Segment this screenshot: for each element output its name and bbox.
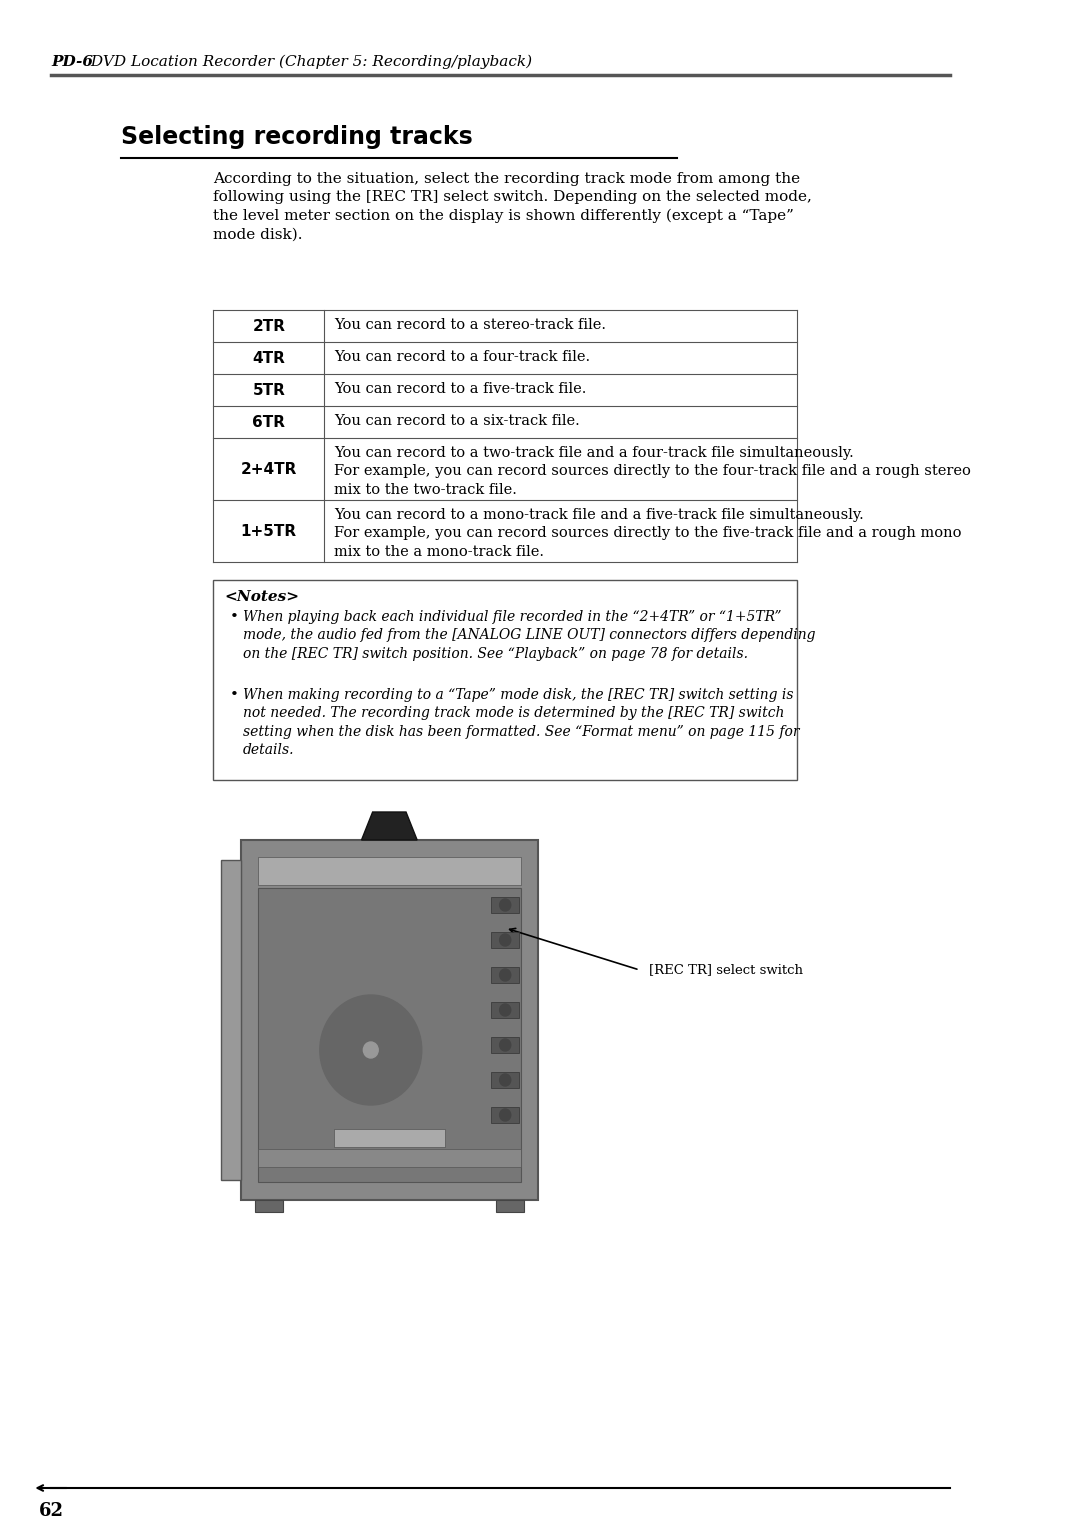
Bar bbox=[258, 857, 521, 885]
Text: You can record to a stereo-track file.: You can record to a stereo-track file. bbox=[334, 318, 606, 332]
Bar bbox=[220, 860, 241, 1180]
Bar bbox=[491, 1073, 519, 1088]
Text: You can record to a mono-track file and a five-track file simultaneously.
For ex: You can record to a mono-track file and … bbox=[334, 507, 961, 559]
Text: [REC TR] select switch: [REC TR] select switch bbox=[649, 964, 802, 976]
Polygon shape bbox=[362, 811, 417, 840]
Text: DVD Location Recorder (Chapter 5: Recording/playback): DVD Location Recorder (Chapter 5: Record… bbox=[86, 55, 532, 69]
Text: 1+5TR: 1+5TR bbox=[241, 524, 297, 538]
Text: You can record to a six-track file.: You can record to a six-track file. bbox=[334, 414, 580, 428]
Bar bbox=[491, 1106, 519, 1123]
Bar bbox=[491, 1038, 519, 1053]
Text: According to the situation, select the recording track mode from among the
follo: According to the situation, select the r… bbox=[213, 173, 812, 241]
Text: You can record to a two-track file and a four-track file simultaneously.
For exa: You can record to a two-track file and a… bbox=[334, 446, 971, 497]
Bar bbox=[258, 1149, 521, 1167]
Text: Selecting recording tracks: Selecting recording tracks bbox=[121, 125, 472, 150]
Text: When playing back each individual file recorded in the “2+4TR” or “1+5TR”
mode, : When playing back each individual file r… bbox=[243, 610, 815, 660]
Text: 2TR: 2TR bbox=[253, 318, 285, 333]
Text: When making recording to a “Tape” mode disk, the [REC TR] switch setting is
not : When making recording to a “Tape” mode d… bbox=[243, 688, 799, 758]
Circle shape bbox=[320, 995, 422, 1105]
Text: •: • bbox=[230, 688, 239, 701]
Text: 62: 62 bbox=[39, 1502, 64, 1520]
Bar bbox=[491, 967, 519, 983]
Text: 2+4TR: 2+4TR bbox=[241, 461, 297, 477]
Text: PD-6: PD-6 bbox=[51, 55, 93, 69]
Circle shape bbox=[500, 934, 511, 946]
Text: You can record to a four-track file.: You can record to a four-track file. bbox=[334, 350, 590, 364]
Text: <Notes>: <Notes> bbox=[225, 590, 299, 604]
Text: You can record to a five-track file.: You can record to a five-track file. bbox=[334, 382, 586, 396]
Bar bbox=[241, 840, 538, 1199]
Bar bbox=[334, 1129, 445, 1148]
Bar bbox=[491, 932, 519, 947]
Circle shape bbox=[500, 969, 511, 981]
Bar bbox=[255, 1199, 283, 1212]
Bar bbox=[258, 888, 521, 1183]
Circle shape bbox=[500, 1074, 511, 1086]
Circle shape bbox=[363, 1042, 378, 1057]
Circle shape bbox=[500, 1004, 511, 1016]
Circle shape bbox=[500, 1039, 511, 1051]
Text: 5TR: 5TR bbox=[253, 382, 285, 397]
Bar bbox=[496, 1199, 524, 1212]
Text: •: • bbox=[230, 610, 239, 623]
Bar bbox=[491, 897, 519, 914]
Circle shape bbox=[500, 898, 511, 911]
Text: 4TR: 4TR bbox=[253, 350, 285, 365]
Bar bbox=[491, 1002, 519, 1018]
Bar bbox=[213, 581, 797, 779]
Circle shape bbox=[500, 1109, 511, 1122]
Text: 6TR: 6TR bbox=[253, 414, 285, 429]
